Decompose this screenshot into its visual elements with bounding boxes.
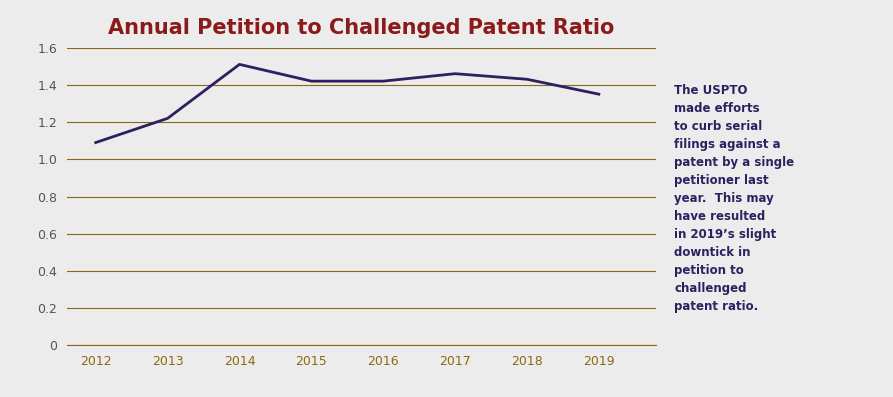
- Title: Annual Petition to Challenged Patent Ratio: Annual Petition to Challenged Patent Rat…: [108, 18, 615, 38]
- Text: The USPTO
made efforts
to curb serial
filings against a
patent by a single
petit: The USPTO made efforts to curb serial fi…: [674, 84, 795, 313]
